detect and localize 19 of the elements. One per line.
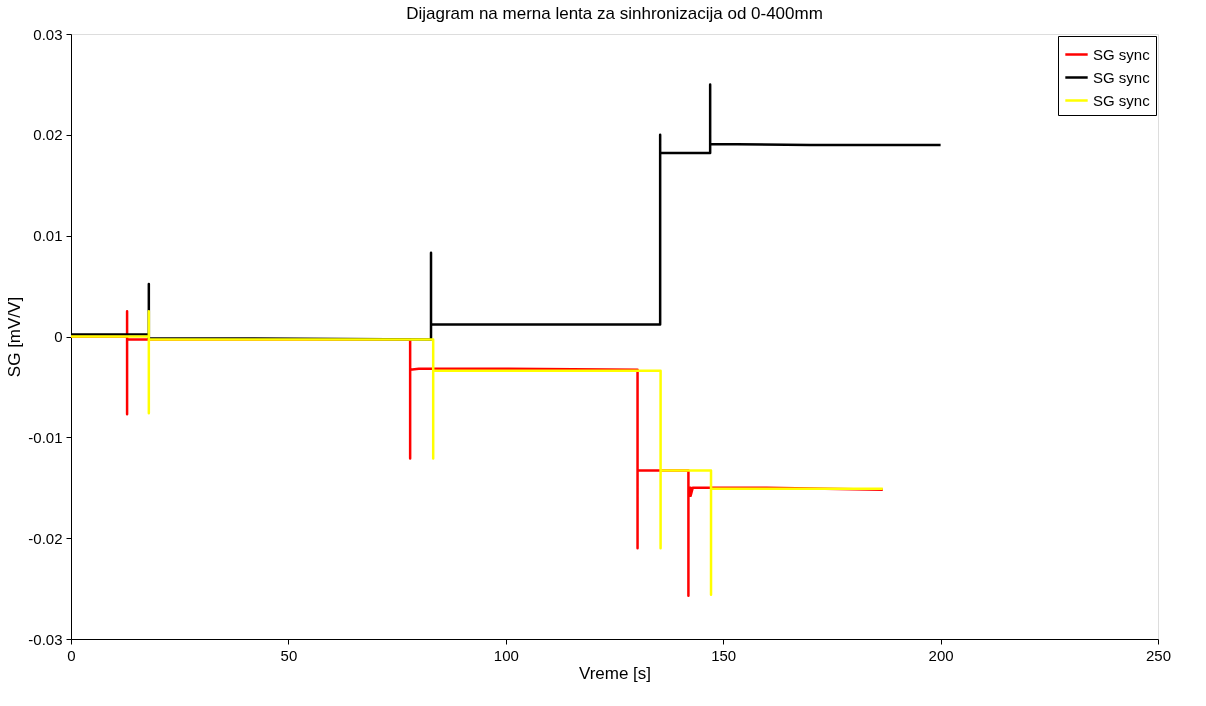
y-tick-label: -0.03 bbox=[28, 630, 63, 648]
y-tick-label: -0.02 bbox=[28, 529, 63, 547]
x-tick-label: 200 bbox=[928, 646, 954, 664]
x-tick-label: 250 bbox=[1145, 646, 1172, 664]
x-tick-label: 50 bbox=[280, 646, 298, 664]
y-tick-label: 0.02 bbox=[33, 126, 63, 144]
x-tick-label: 150 bbox=[711, 646, 737, 664]
y-axis-title: SG [mV/V] bbox=[5, 296, 25, 378]
y-tick-label: 0 bbox=[54, 328, 63, 345]
x-tick-label: 100 bbox=[493, 646, 519, 664]
y-tick-label: 0.01 bbox=[33, 227, 63, 245]
legend-label: SG sync bbox=[1093, 91, 1151, 109]
legend-label: SG sync bbox=[1093, 45, 1151, 63]
x-tick-label: 0 bbox=[67, 646, 76, 664]
chart-title: Dijagram na merna lenta za sinhronizacija od 0-400mm bbox=[406, 4, 823, 23]
x-axis-title: Vreme [s] bbox=[578, 663, 652, 683]
legend-label: SG sync bbox=[1093, 68, 1151, 86]
y-tick-label: -0.01 bbox=[28, 428, 63, 446]
y-tick-label: 0.03 bbox=[33, 25, 63, 43]
